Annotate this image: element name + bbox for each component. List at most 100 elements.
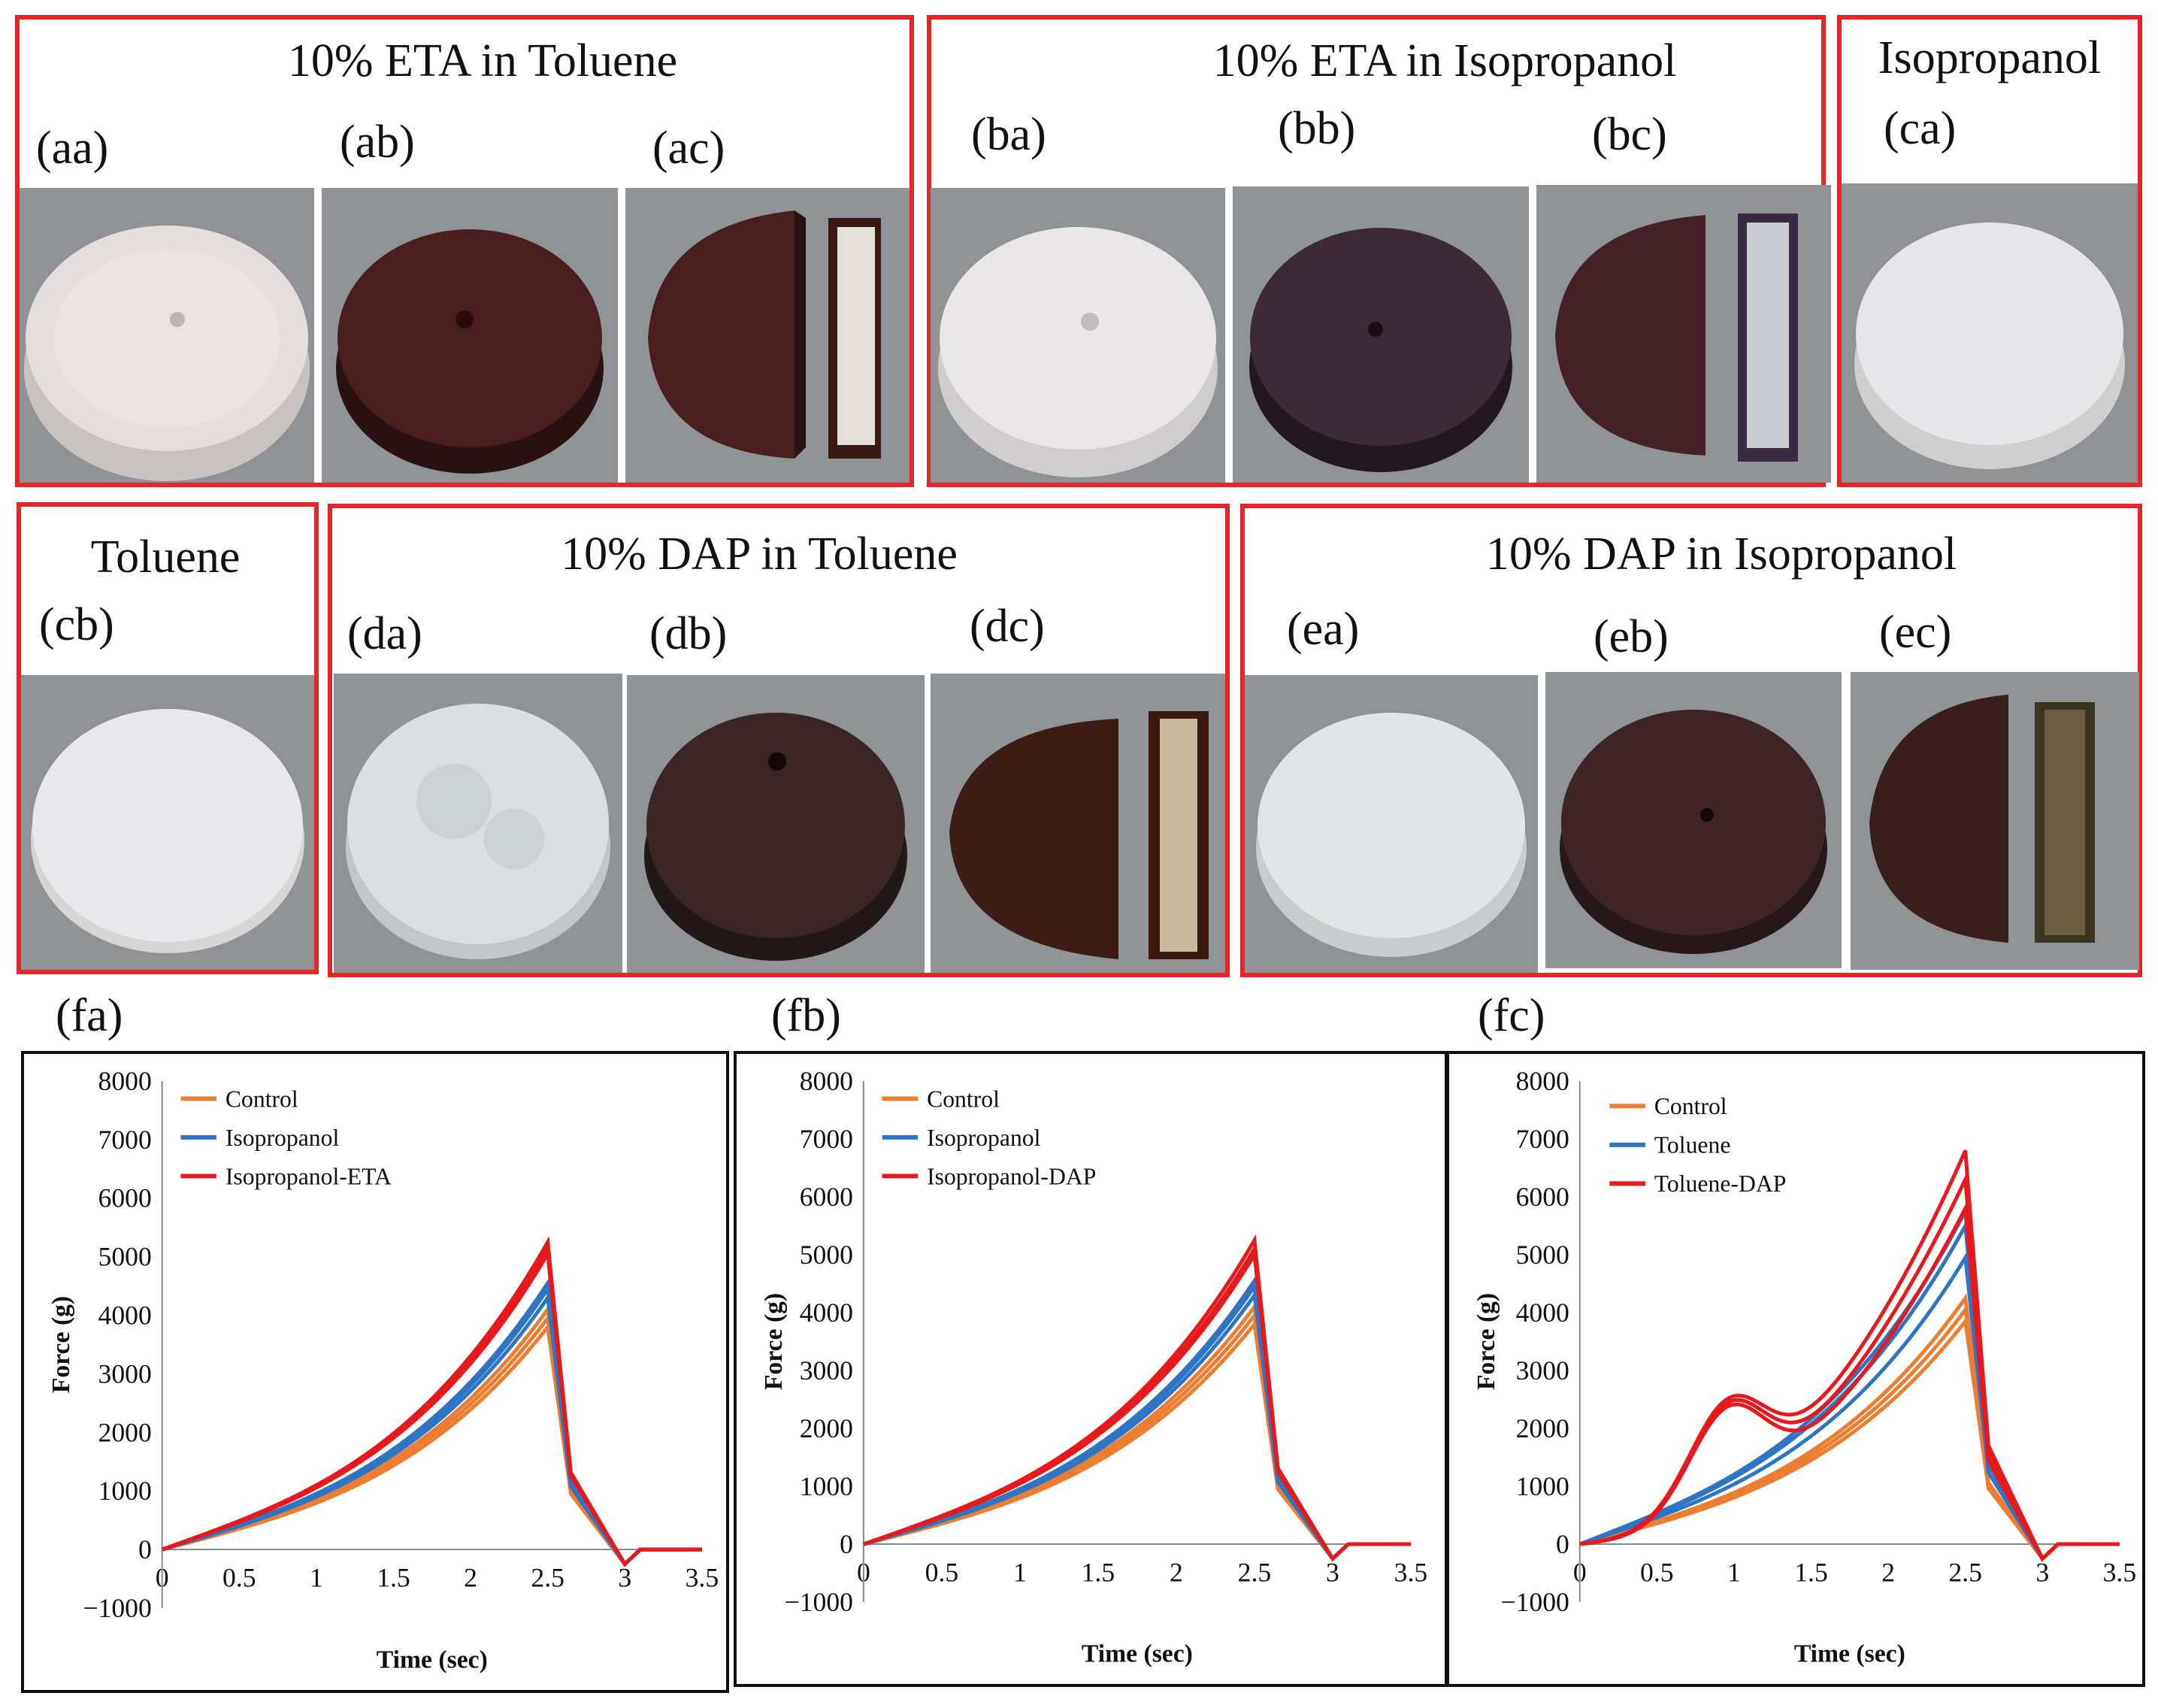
- group-title-toluene: Toluene: [90, 531, 241, 583]
- legend-label: Isopropanol: [225, 1125, 340, 1151]
- chart-fb: −1000 0 1000 2000 3000 4000 5000 6000 7000 8000 0 0…: [734, 1051, 1448, 1687]
- x-tick-label: 0.5: [1640, 1558, 1674, 1588]
- x-tick-label: 3.5: [686, 1563, 719, 1593]
- x-tick-label: 3.5: [1394, 1558, 1428, 1588]
- panel-label-aa: (aa): [36, 123, 109, 174]
- panel-label-ba: (ba): [971, 109, 1046, 160]
- y-axis-title: Force (g): [760, 1293, 788, 1390]
- legend-label: Control: [1654, 1093, 1727, 1119]
- y-tick-label: 0: [1556, 1529, 1569, 1559]
- x-tick-label: 1: [1013, 1558, 1027, 1588]
- x-tick-label: 1.5: [1082, 1558, 1115, 1588]
- x-axis-title: Time (sec): [1082, 1640, 1193, 1667]
- y-tick-label: 2000: [1516, 1413, 1569, 1443]
- x-axis-title: Time (sec): [377, 1646, 488, 1673]
- y-axis-title: Force (g): [1472, 1293, 1500, 1390]
- y-tick-label: 5000: [1516, 1240, 1569, 1270]
- photo-aa-clear-disc: [20, 188, 314, 483]
- panel-label-fa: (fa): [56, 990, 123, 1041]
- y-tick-label: 5000: [98, 1242, 151, 1272]
- y-tick-label: −1000: [83, 1593, 151, 1623]
- y-tick-label: 5000: [800, 1240, 853, 1270]
- group-title-eta-toluene: 10% ETA in Toluene: [287, 35, 678, 86]
- group-frame-eta-toluene: [15, 15, 914, 487]
- y-tick-label: 7000: [1516, 1124, 1569, 1154]
- y-tick-label: 3000: [1516, 1355, 1569, 1385]
- panel-label-bc: (bc): [1592, 109, 1667, 160]
- y-tick-label: 2000: [98, 1417, 151, 1447]
- y-tick-label: 4000: [800, 1298, 853, 1328]
- photo-eb-dark-disc: [1545, 672, 1842, 968]
- group-frame-dap-isopropanol: [1240, 504, 2142, 977]
- panel-label-cb: (cb): [39, 599, 114, 650]
- y-tick-label: 0: [840, 1529, 853, 1559]
- panel-label-ab: (ab): [340, 117, 415, 168]
- legend-label: Control: [225, 1086, 298, 1112]
- panel-label-ca: (ca): [1884, 103, 1957, 154]
- photo-bc-cut-disc: [1536, 185, 1831, 483]
- series-line-toluene-dap: [1579, 1149, 2120, 1562]
- panel-label-da: (da): [347, 608, 422, 659]
- panel-label-bb: (bb): [1278, 103, 1356, 154]
- panel-label-eb: (eb): [1594, 611, 1669, 662]
- photo-ac-cut-disc: [625, 188, 910, 483]
- panel-label-dc: (dc): [970, 601, 1045, 652]
- series-line-toluene-dap: [1579, 1172, 2120, 1562]
- group-title-dap-toluene: 10% DAP in Toluene: [561, 528, 958, 580]
- y-tick-label: 8000: [1516, 1066, 1569, 1096]
- y-tick-label: 4000: [98, 1301, 151, 1331]
- photo-bb-dark-disc: [1233, 186, 1529, 483]
- y-tick-label: 7000: [98, 1125, 151, 1155]
- group-title-isopropanol: Isopropanol: [1878, 32, 2102, 83]
- y-tick-label: 7000: [800, 1124, 853, 1154]
- photo-ab-dark-disc: [322, 188, 618, 483]
- x-tick-label: 2: [464, 1563, 477, 1593]
- y-tick-label: 3000: [98, 1358, 151, 1389]
- x-tick-label: 1: [1727, 1558, 1741, 1588]
- photo-db-dark-disc: [627, 675, 925, 973]
- y-tick-label: 4000: [1516, 1298, 1569, 1328]
- photo-ec-cut-disc: [1851, 672, 2139, 970]
- photo-cb-clear-disc: [21, 675, 314, 970]
- y-tick-label: 1000: [1516, 1471, 1569, 1501]
- panel-label-ec: (ec): [1879, 607, 1952, 658]
- legend-label: Isopropanol-ETA: [225, 1163, 392, 1189]
- x-tick-label: 2: [1881, 1558, 1895, 1588]
- photo-dc-cut-disc: [931, 674, 1225, 973]
- photo-ba-clear-disc: [931, 188, 1225, 483]
- panel-label-fc: (fc): [1478, 990, 1545, 1041]
- x-tick-label: 1: [310, 1563, 323, 1593]
- y-tick-label: 0: [138, 1534, 152, 1564]
- panel-label-ac: (ac): [652, 123, 725, 174]
- y-tick-label: 8000: [98, 1066, 151, 1096]
- x-tick-label: 1.5: [377, 1563, 410, 1593]
- panel-label-fb: (fb): [771, 990, 841, 1041]
- y-tick-label: 6000: [98, 1183, 151, 1213]
- x-tick-label: 0.5: [222, 1563, 256, 1593]
- photo-ca-clear-disc: [1842, 183, 2138, 483]
- x-tick-label: 2.5: [1948, 1558, 1982, 1588]
- y-tick-label: −1000: [1500, 1587, 1569, 1617]
- legend-label: Isopropanol-DAP: [927, 1163, 1096, 1189]
- y-axis-title: Force (g): [47, 1296, 75, 1393]
- y-tick-label: 2000: [800, 1413, 853, 1443]
- group-title-eta-isopropanol: 10% ETA in Isopropanol: [1212, 35, 1677, 86]
- series-line-isopropanol-dap: [863, 1234, 1411, 1562]
- panel-label-db: (db): [649, 608, 728, 659]
- group-frame-isopropanol: [1837, 15, 2142, 487]
- x-tick-label: 3: [618, 1563, 631, 1593]
- x-tick-label: 2.5: [1238, 1558, 1272, 1588]
- legend-label: Isopropanol: [927, 1125, 1041, 1151]
- group-frame-dap-toluene: [328, 504, 1230, 977]
- x-tick-label: 3.5: [2103, 1558, 2137, 1588]
- y-tick-label: 6000: [800, 1182, 853, 1212]
- chart-fa: −1000 0 1000 2000 3000 4000 5000 6000 7000 8000 0 0…: [21, 1051, 729, 1693]
- x-tick-label: 2.5: [531, 1563, 564, 1593]
- panel-label-ea: (ea): [1287, 604, 1360, 655]
- x-tick-label: 3: [2035, 1558, 2049, 1588]
- photo-da-frosted-disc: [334, 674, 622, 973]
- x-tick-label: 1.5: [1794, 1558, 1828, 1588]
- series-line-isopropanol-eta: [161, 1236, 702, 1567]
